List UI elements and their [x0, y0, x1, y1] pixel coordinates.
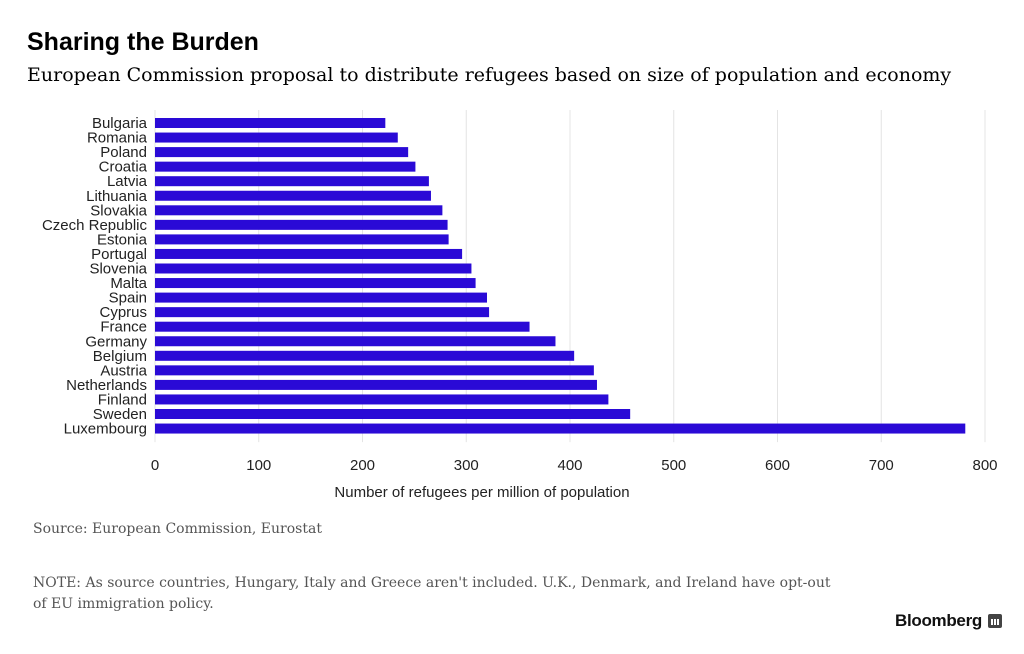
category-label: Portugal	[91, 246, 147, 263]
bar	[155, 161, 416, 172]
bloomberg-chart-icon	[988, 614, 1002, 628]
bar	[155, 263, 472, 274]
category-label: Germany	[85, 333, 147, 350]
x-tick-label: 500	[661, 457, 686, 474]
category-label: Croatia	[99, 159, 148, 176]
bar	[155, 292, 487, 303]
bar	[155, 365, 594, 376]
bar	[155, 147, 409, 158]
bar	[155, 394, 609, 405]
category-label: Netherlands	[66, 377, 147, 394]
bar	[155, 248, 463, 259]
bar-chart: BulgariaRomaniaPolandCroatiaLatviaLithua…	[42, 110, 998, 501]
brand-name: Bloomberg	[894, 611, 982, 630]
bar	[155, 336, 556, 347]
bar	[155, 350, 575, 361]
x-axis-title: Number of refugees per million of popula…	[334, 484, 629, 501]
x-tick-label: 0	[151, 457, 159, 474]
category-label: Spain	[109, 290, 147, 307]
bar	[155, 423, 966, 434]
x-tick-label: 800	[972, 457, 997, 474]
chart-title: Sharing the Burden	[27, 28, 259, 56]
footnote: NOTE: As source countries, Hungary, Ital…	[33, 575, 831, 612]
category-label: Slovakia	[90, 202, 147, 219]
category-label: Finland	[98, 391, 147, 408]
tick-labels: 0 100 200 300 400 500 600 700 800	[151, 457, 998, 474]
category-label: Slovenia	[89, 261, 147, 278]
bar	[155, 176, 429, 187]
grid-layer	[154, 110, 986, 443]
category-labels: BulgariaRomaniaPolandCroatiaLatviaLithua…	[42, 115, 148, 438]
x-tick-label: 100	[246, 457, 271, 474]
x-tick-label: 600	[765, 457, 790, 474]
category-label: Austria	[100, 362, 147, 379]
bar	[155, 190, 431, 201]
bar	[155, 234, 449, 245]
bar	[155, 409, 631, 419]
bar	[155, 118, 386, 128]
category-label: Lithuania	[86, 188, 148, 205]
bar	[155, 278, 476, 289]
bar	[155, 132, 398, 143]
bar	[155, 379, 597, 390]
category-label: Sweden	[93, 406, 147, 423]
category-label: Luxembourg	[64, 421, 147, 438]
category-label: France	[100, 319, 147, 336]
source-note: Source: European Commission, Eurostat	[33, 521, 322, 537]
x-tick-label: 300	[454, 457, 479, 474]
category-label: Bulgaria	[92, 115, 148, 132]
category-label: Czech Republic	[42, 217, 148, 234]
chart-subtitle: European Commission proposal to distribu…	[27, 64, 952, 86]
bar	[155, 219, 448, 230]
category-label: Estonia	[97, 231, 148, 248]
category-label: Belgium	[93, 348, 147, 365]
brand-logo: Bloomberg	[895, 611, 1002, 631]
bar	[155, 321, 530, 332]
x-tick-label: 200	[350, 457, 375, 474]
x-tick-label: 400	[557, 457, 582, 474]
bar	[155, 307, 490, 318]
bars-layer	[155, 118, 966, 434]
category-label: Latvia	[107, 173, 148, 190]
category-label: Poland	[100, 144, 147, 161]
category-label: Malta	[110, 275, 147, 292]
bar	[155, 205, 443, 216]
x-tick-label: 700	[869, 457, 894, 474]
category-label: Cyprus	[99, 304, 147, 321]
category-label: Romania	[87, 130, 148, 147]
